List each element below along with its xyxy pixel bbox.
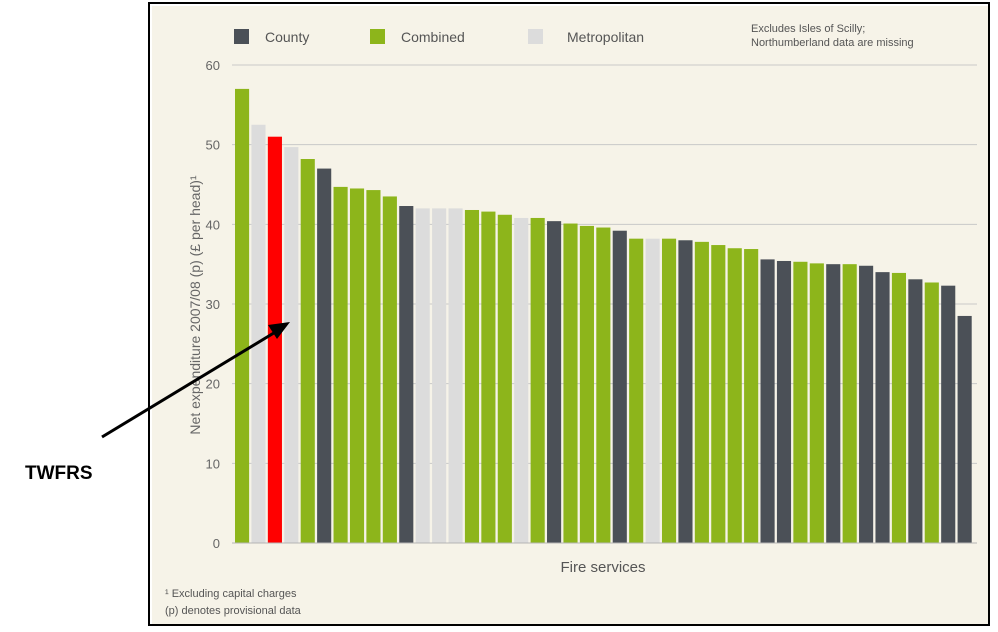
bar-30-combined [711, 245, 726, 544]
callout-arrow-line [101, 326, 283, 439]
bar-34-county [776, 260, 792, 543]
bar-14-metropolitan [448, 208, 463, 543]
bar-20-county [547, 221, 562, 543]
bar-18-metropolitan [514, 217, 529, 543]
bar-1-combined [235, 88, 250, 544]
bar-44-county [941, 285, 956, 543]
y-tick-label-60: 60 [206, 58, 220, 73]
y-tick-label-30: 30 [206, 297, 220, 312]
bar-25-combined [629, 238, 644, 544]
bar-28-county [678, 240, 693, 543]
bar-24-county [612, 230, 627, 543]
y-tick-label-50: 50 [206, 138, 220, 153]
legend: County Combined Metropolitan [234, 29, 644, 45]
bar-31-combined [727, 248, 742, 544]
bar-26-metropolitan [645, 238, 660, 544]
bar-8-combined [349, 188, 365, 544]
y-axis-label: Net expenditure 2007/08 (p) (£ per head)… [187, 175, 203, 434]
bar-43-combined [924, 282, 939, 543]
bar-32-combined [744, 249, 759, 543]
bar-11-county [399, 206, 414, 543]
bar-29-combined [694, 241, 709, 544]
bar-45-county [957, 315, 972, 543]
legend-label-county: County [265, 29, 309, 45]
bar-40-county [875, 272, 890, 543]
y-tick-label-20: 20 [206, 377, 220, 392]
legend-label-metropolitan: Metropolitan [567, 29, 644, 45]
bar-22-combined [579, 225, 594, 543]
bar-42-county [908, 279, 923, 543]
bar-39-county [859, 265, 874, 543]
bar-17-combined [497, 214, 512, 543]
bar-9-combined [366, 190, 381, 543]
callout-arrowhead [268, 322, 290, 339]
legend-swatch-combined [370, 29, 385, 44]
bar-36-combined [809, 263, 824, 543]
bar-38-combined [842, 264, 857, 543]
bar-35-combined [793, 261, 808, 543]
legend-swatch-county [234, 29, 249, 44]
bar-2-metropolitan [251, 124, 266, 543]
y-axis-ticks: 0 10 20 30 40 50 60 [206, 58, 220, 551]
bar-15-combined [464, 209, 480, 544]
bar-33-county [760, 259, 775, 543]
bar-37-county [826, 264, 841, 543]
bar-12-metropolitan [415, 208, 430, 543]
x-axis-label: Fire services [560, 559, 645, 576]
exclusion-note-line-1: Excludes Isles of Scilly; [751, 23, 865, 35]
bar-27-combined [661, 238, 677, 544]
legend-swatch-metropolitan [528, 29, 543, 44]
legend-label-combined: Combined [401, 29, 465, 45]
y-tick-label-40: 40 [206, 217, 220, 232]
bar-41-combined [891, 272, 907, 543]
bar-10-combined [382, 196, 397, 543]
y-tick-label-0: 0 [213, 536, 220, 551]
footnote-provisional: (p) denotes provisional data [165, 605, 302, 617]
footnote-capital-charges: ¹ Excluding capital charges [165, 588, 297, 600]
y-tick-label-10: 10 [206, 456, 220, 471]
bar-16-combined [481, 211, 496, 543]
bar-twfrs [267, 136, 282, 543]
bar-23-combined [596, 227, 611, 543]
bar-7-combined [333, 186, 348, 543]
bar-13-metropolitan [432, 208, 447, 543]
bar-21-combined [563, 223, 578, 544]
bar-6-county [317, 168, 332, 543]
bar-5-combined [300, 159, 315, 543]
callout-label-twfrs: TWFRS [25, 463, 93, 484]
bar-4-metropolitan [284, 147, 299, 543]
bars [235, 88, 972, 544]
exclusion-note-line-2: Northumberland data are missing [751, 37, 914, 49]
bar-19-combined [530, 217, 545, 543]
